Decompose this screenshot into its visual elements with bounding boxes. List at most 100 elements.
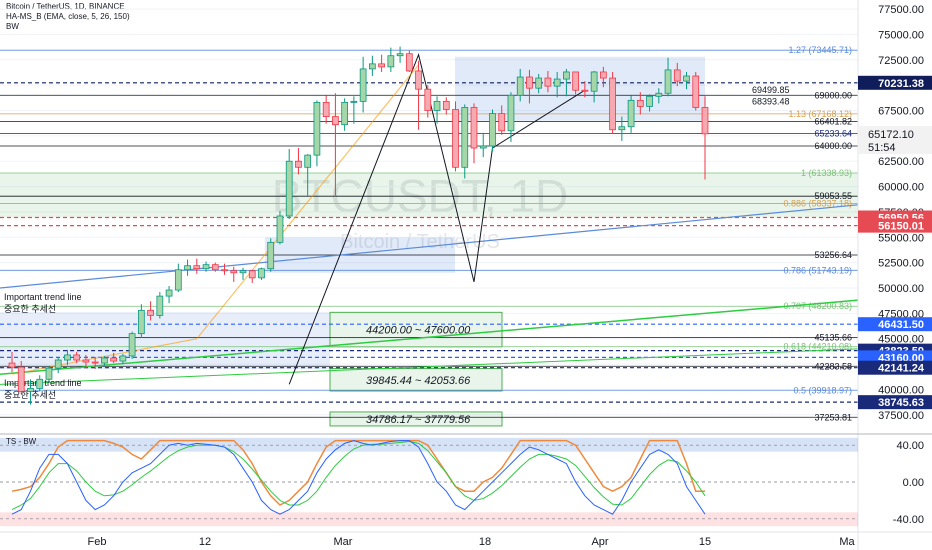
candle-body [553, 78, 561, 87]
candle-body [507, 94, 515, 132]
price-level-label: 69000.00 [814, 90, 852, 100]
candle-body [479, 145, 487, 149]
support-zone-box [329, 311, 503, 348]
price-level-label: 59053.55 [814, 191, 852, 201]
candle-body [655, 92, 663, 97]
candle-body [54, 359, 62, 369]
candle-body [332, 116, 339, 126]
candle-body [304, 154, 312, 168]
price-axis-tick: 62500.00 [878, 156, 924, 168]
price-badge-label: 70231.38 [878, 78, 924, 90]
support-zones: 44200.00 ~ 47600.00 39845.44 ~ 42053.66 34… [0, 56, 858, 427]
price-axis-tick: 50000.00 [878, 283, 924, 295]
candle-body [646, 95, 653, 107]
candle-body [248, 270, 256, 279]
price-axis-tick: 67500.00 [878, 106, 924, 118]
candle-body [581, 89, 589, 92]
candle-body [442, 100, 450, 110]
candle-body [535, 77, 543, 89]
green-trend-line-lower [0, 348, 859, 385]
price-level-label: 53256.64 [814, 250, 852, 260]
price-level-label: 66401.82 [814, 117, 852, 127]
watermark-pair: Bitcoin / TetherUS [340, 231, 500, 253]
countdown-label: 51:54 [868, 142, 896, 154]
candle-body [599, 71, 607, 79]
oscillator-pane: TS - BW 40.00 0.00 -40.00 [0, 433, 932, 527]
price-level-label: 0.707 (48200.83) [783, 301, 852, 311]
candle-body [239, 270, 247, 274]
last-price-badge [858, 126, 932, 155]
trend-line-label: 중요한 추세선 [4, 304, 56, 314]
price-badge [858, 75, 932, 90]
candle-body [396, 53, 404, 57]
candle-body [664, 69, 672, 94]
chart-header-symbol: Bitcoin / TetherUS, 1D, BINANCE [6, 2, 125, 11]
candle-body [110, 357, 118, 362]
price-level-label: 0.618 (44210.08) [783, 342, 852, 352]
price-level-label: 0.886 (58337.18) [783, 198, 852, 208]
price-level-label: 64000.00 [814, 141, 852, 151]
candle-body [73, 354, 81, 361]
osc-lower-band [0, 512, 858, 527]
candle-body [424, 88, 432, 111]
candle-body [368, 63, 376, 70]
price-axis-tick: 60000.00 [878, 182, 924, 194]
time-axis-tick: Mar [334, 536, 353, 548]
candles [8, 46, 709, 405]
chart-header-bw: BW [6, 22, 19, 31]
candle-body [526, 76, 533, 89]
support-zone-label: 39845.44 ~ 42053.66 [366, 375, 471, 387]
price-axis-tick: 75000.00 [878, 29, 924, 41]
candle-body [378, 63, 385, 68]
candle-body [211, 264, 219, 271]
candle-body [636, 99, 644, 107]
time-axis[interactable]: Feb 12 Mar 18 Apr 15 Ma [0, 531, 932, 548]
candle-body [193, 265, 201, 270]
candle-body [673, 69, 681, 82]
price-levels: 1.27 (73445.71) 69000.00 1.13 (67168.12)66… [0, 45, 858, 422]
candle-body [137, 309, 145, 335]
trend-line-label: Important trend line [4, 292, 82, 302]
candle-body [230, 270, 238, 274]
black-path-line [288, 53, 586, 385]
oscillator-name: TS - BW [6, 437, 37, 446]
price-level-label: 1.13 (67168.12) [788, 109, 852, 119]
candle-body [119, 355, 127, 362]
osc-axis-tick: 0.00 [903, 477, 924, 489]
price-axis[interactable]: 77500.0075000.0072500.0070000.0067500.00… [857, 0, 932, 550]
candle-body [165, 289, 173, 297]
candle-body [91, 361, 99, 364]
candle-body [701, 107, 709, 135]
price-axis-tick: 45000.00 [878, 334, 924, 346]
candle-body [405, 53, 413, 72]
candle-body [350, 100, 358, 103]
candle-body [295, 160, 302, 168]
candle-body [415, 70, 422, 90]
candle-body [683, 75, 690, 82]
time-axis-tick: Feb [88, 536, 107, 548]
osc-line-green [11, 441, 706, 511]
time-axis-tick: 15 [699, 536, 711, 548]
last-price-label: 65172.10 [868, 129, 914, 141]
candle-body [184, 265, 191, 271]
price-level-label: 65233.64 [814, 128, 852, 138]
candle-body [313, 101, 321, 156]
candle-body [156, 295, 164, 316]
price-level-label: 37253.81 [814, 412, 852, 422]
candle-body [82, 359, 90, 363]
top-range-box [455, 56, 705, 121]
price-badge-label: 42141.24 [878, 363, 925, 375]
green-trend-line [0, 299, 859, 375]
time-axis-tick: Ma [839, 536, 855, 548]
candle-body [572, 71, 580, 91]
osc-axis-tick: 40.00 [896, 440, 924, 452]
candle-body [174, 269, 182, 291]
osc-line-orange [11, 439, 705, 506]
candle-body [516, 76, 524, 96]
time-axis-tick: 18 [479, 536, 491, 548]
candle-body [258, 268, 265, 279]
price-axis-tick: 77500.00 [878, 4, 924, 16]
support-zone-box [329, 411, 503, 427]
candle-body [609, 77, 616, 131]
